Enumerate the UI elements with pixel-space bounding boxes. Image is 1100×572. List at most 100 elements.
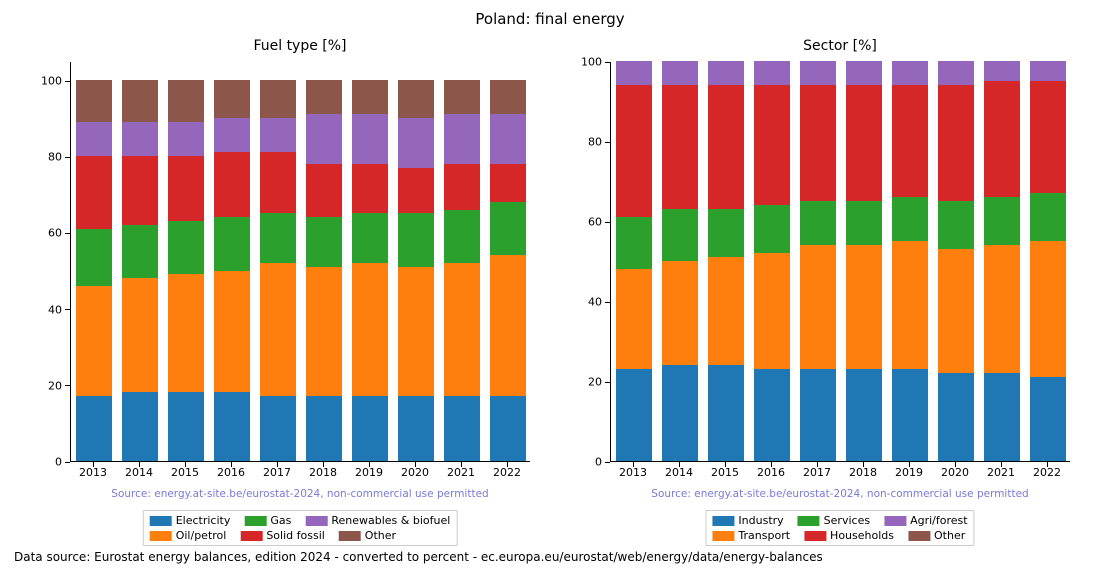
bar-segment xyxy=(306,164,343,217)
bar-segment xyxy=(708,365,745,461)
bar-segment xyxy=(892,241,929,369)
bar-segment xyxy=(168,274,205,392)
bar-segment xyxy=(662,61,699,85)
bar-segment xyxy=(938,249,975,373)
bar-segment xyxy=(846,369,883,461)
bar-segment xyxy=(444,80,481,114)
xtick-label: 2015 xyxy=(171,466,199,479)
ytick-mark xyxy=(65,309,70,310)
ytick-mark xyxy=(605,462,610,463)
bar-segment xyxy=(754,369,791,461)
xtick-label: 2017 xyxy=(803,466,831,479)
bar-segment xyxy=(260,396,297,461)
legend-item: Households xyxy=(804,529,894,542)
legend-item: Industry xyxy=(712,514,783,527)
ytick-label: 100 xyxy=(562,56,602,69)
bar-segment xyxy=(352,213,389,263)
bar-segment xyxy=(214,152,251,217)
bar-segment xyxy=(800,85,837,201)
bar-group xyxy=(490,61,527,461)
xtick-label: 2020 xyxy=(401,466,429,479)
axes-title-left: Fuel type [%] xyxy=(70,38,530,54)
bar-segment xyxy=(846,245,883,369)
bar-segment xyxy=(1030,61,1067,81)
ytick-label: 60 xyxy=(22,227,62,240)
xtick-label: 2021 xyxy=(447,466,475,479)
bar-segment xyxy=(76,229,113,286)
legend-label: Solid fossil xyxy=(266,529,324,542)
bar-group xyxy=(122,61,159,461)
legend-label: Services xyxy=(824,514,870,527)
bar-segment xyxy=(754,205,791,253)
legend-swatch xyxy=(339,531,361,541)
bar-segment xyxy=(846,61,883,85)
bar-segment xyxy=(444,210,481,263)
bar-group xyxy=(984,61,1021,461)
bar-segment xyxy=(490,255,527,396)
bar-segment xyxy=(398,213,435,266)
ytick-label: 40 xyxy=(22,303,62,316)
ytick-label: 40 xyxy=(562,296,602,309)
bar-segment xyxy=(938,201,975,249)
bar-segment xyxy=(306,114,343,164)
ytick-label: 60 xyxy=(562,216,602,229)
bar-segment xyxy=(616,85,653,217)
bar-segment xyxy=(984,81,1021,197)
bar-group xyxy=(306,61,343,461)
bar-segment xyxy=(352,263,389,396)
bar-segment xyxy=(662,209,699,261)
ytick-label: 20 xyxy=(562,376,602,389)
bar-segment xyxy=(1030,193,1067,241)
legend-label: Agri/forest xyxy=(910,514,968,527)
legend-right: IndustryServicesAgri/forestTransportHous… xyxy=(705,510,974,546)
bar-segment xyxy=(168,156,205,221)
legend-item: Other xyxy=(908,529,965,542)
subplot-fuel-type: Fuel type [%] Source: energy.at-site.be/… xyxy=(70,62,530,462)
bar-segment xyxy=(306,80,343,114)
bar-segment xyxy=(938,373,975,461)
bar-segment xyxy=(352,114,389,164)
legend-label: Oil/petrol xyxy=(176,529,227,542)
bar-segment xyxy=(754,85,791,205)
bar-segment xyxy=(708,85,745,209)
axes-title-right: Sector [%] xyxy=(610,38,1070,54)
bar-segment xyxy=(800,61,837,85)
plot-area-left xyxy=(70,62,530,462)
bar-segment xyxy=(398,396,435,461)
legend-label: Households xyxy=(830,529,894,542)
bar-segment xyxy=(398,118,435,168)
legend-left: ElectricityGasRenewables & biofuelOil/pe… xyxy=(143,510,458,546)
legend-swatch xyxy=(240,531,262,541)
legend-row: Oil/petrolSolid fossilOther xyxy=(150,529,451,542)
legend-swatch xyxy=(150,516,172,526)
bar-segment xyxy=(76,396,113,461)
bar-segment xyxy=(214,217,251,270)
bar-segment xyxy=(444,396,481,461)
bar-segment xyxy=(306,267,343,397)
legend-swatch xyxy=(884,516,906,526)
bar-segment xyxy=(938,61,975,85)
bar-segment xyxy=(76,80,113,122)
legend-label: Gas xyxy=(270,514,291,527)
bar-segment xyxy=(122,225,159,278)
bar-segment xyxy=(490,202,527,255)
bar-group xyxy=(708,61,745,461)
bar-group xyxy=(1030,61,1067,461)
legend-swatch xyxy=(798,516,820,526)
watermark-left: Source: energy.at-site.be/eurostat-2024,… xyxy=(70,488,530,500)
legend-swatch xyxy=(150,531,172,541)
xtick-label: 2014 xyxy=(665,466,693,479)
watermark-right: Source: energy.at-site.be/eurostat-2024,… xyxy=(610,488,1070,500)
xtick-label: 2022 xyxy=(1033,466,1061,479)
bar-segment xyxy=(616,61,653,85)
bar-segment xyxy=(708,257,745,365)
ytick-label: 80 xyxy=(22,151,62,164)
bar-segment xyxy=(306,217,343,267)
bar-segment xyxy=(398,80,435,118)
bar-segment xyxy=(168,221,205,274)
ytick-mark xyxy=(605,62,610,63)
bar-segment xyxy=(260,263,297,396)
bar-segment xyxy=(708,61,745,85)
bar-segment xyxy=(892,61,929,85)
bar-segment xyxy=(800,201,837,245)
